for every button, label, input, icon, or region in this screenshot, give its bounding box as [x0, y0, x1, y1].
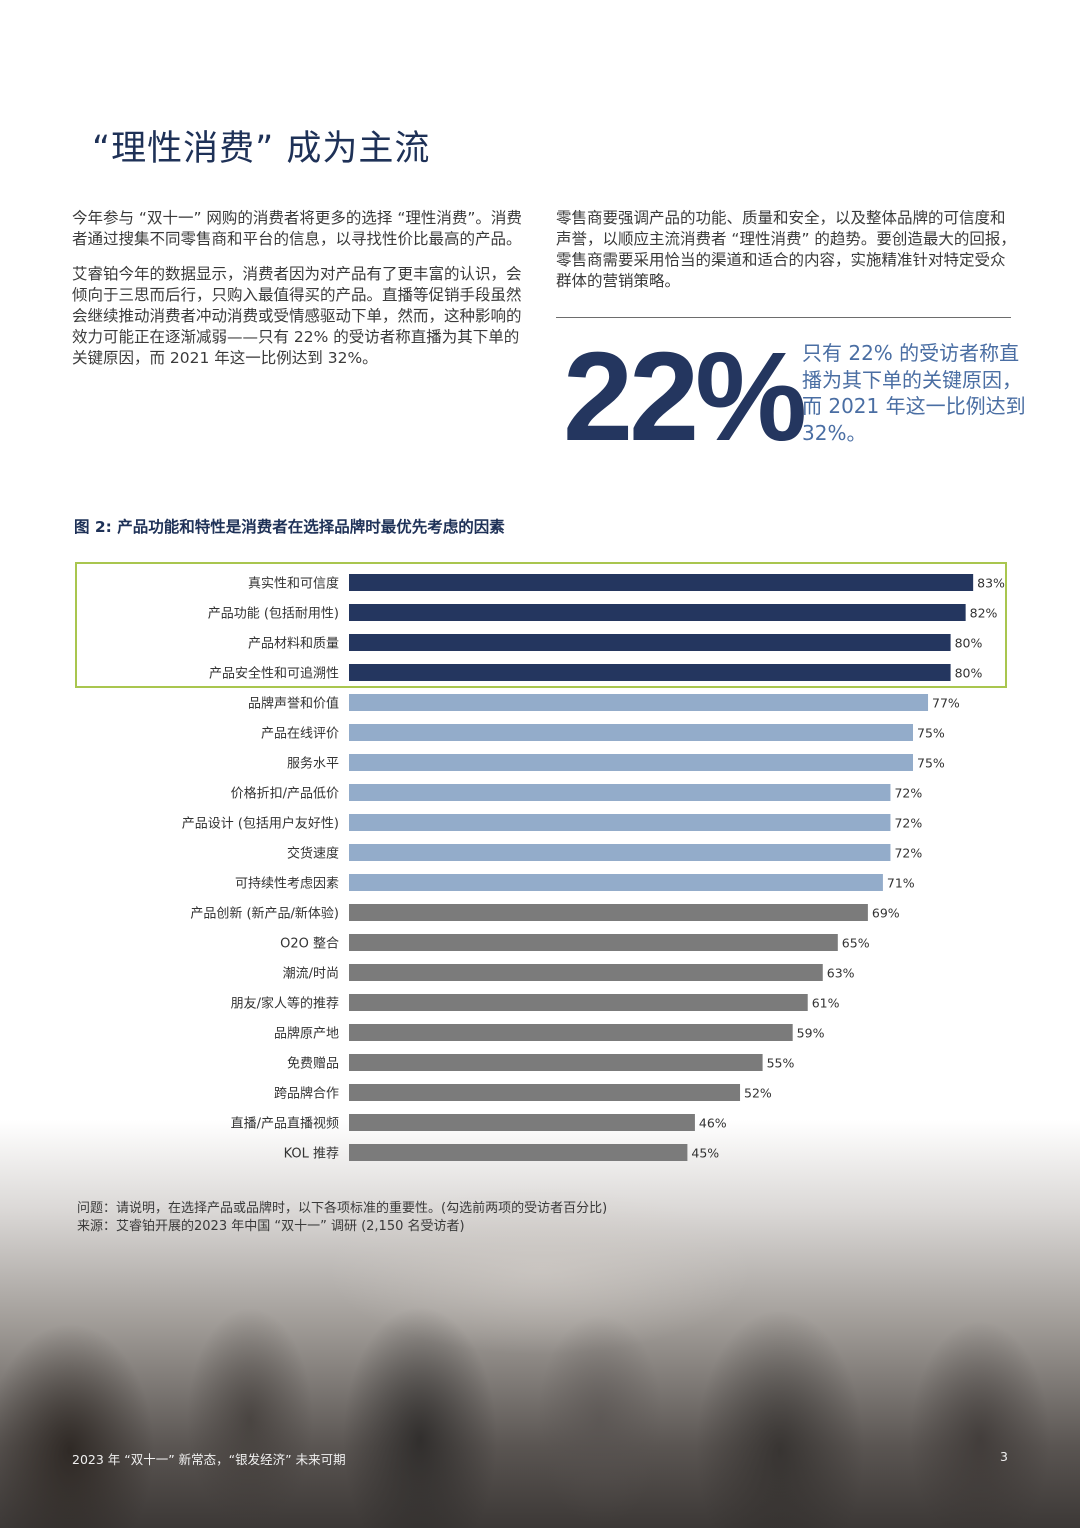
category-label: 产品设计 (包括用户友好性)	[182, 816, 339, 832]
right-column: 零售商要强调产品的功能、质量和安全，以及整体品牌的可信度和声誉，以顺应主流消费者…	[556, 208, 1016, 306]
value-label: 52%	[744, 1086, 772, 1101]
category-label: 潮流/时尚	[283, 967, 339, 982]
category-label: 朋友/家人等的推荐	[231, 996, 339, 1012]
value-label: 75%	[917, 756, 945, 771]
value-label: 75%	[917, 726, 945, 741]
footer-title: 2023 年 “双十一” 新常态，“银发经济” 未来可期	[72, 1452, 346, 1467]
value-label: 63%	[827, 966, 855, 981]
category-label: 服务水平	[287, 756, 339, 772]
category-label: 品牌声誉和价值	[248, 696, 339, 712]
category-label: 真实性和可信度	[248, 576, 339, 592]
value-label: 46%	[699, 1116, 727, 1131]
bar	[349, 1144, 688, 1161]
value-label: 80%	[955, 666, 983, 681]
bar	[349, 874, 883, 891]
value-label: 72%	[894, 786, 922, 801]
background-crowd-photo	[0, 1120, 1080, 1528]
category-label: 交货速度	[287, 846, 339, 862]
left-paragraph-2: 艾睿铂今年的数据显示，消费者因为对产品有了更丰富的认识，会倾向于三思而后行，只购…	[72, 265, 522, 367]
bar	[349, 904, 868, 921]
bar	[349, 664, 951, 681]
bar	[349, 724, 913, 741]
category-label: 免费赠品	[287, 1057, 339, 1072]
value-label: 59%	[797, 1026, 825, 1041]
bar	[349, 1114, 695, 1131]
bar-chart: 真实性和可信度 83% 产品功能 (包括耐用性) 82% 产品材料和质量 80% 产品安全性…	[182, 574, 1005, 1162]
value-label: 65%	[842, 936, 870, 951]
category-label: 产品材料和质量	[248, 637, 339, 652]
bar	[349, 634, 951, 651]
bar	[349, 784, 891, 801]
bar	[349, 604, 966, 621]
category-label: 价格折扣/产品低价	[231, 786, 339, 802]
category-label: O2O 整合	[280, 937, 339, 952]
category-label: 产品在线评价	[261, 727, 339, 742]
category-label: 产品功能 (包括耐用性)	[208, 607, 339, 622]
left-column: 今年参与 “双十一” 网购的消费者将更多的选择 “理性消费”。消费者通过搜集不同…	[72, 208, 527, 383]
bar	[349, 964, 823, 981]
bar	[349, 754, 913, 771]
value-label: 72%	[894, 846, 922, 861]
value-label: 77%	[932, 696, 960, 711]
category-label: 跨品牌合作	[274, 1086, 339, 1102]
top-factors-highlight-box	[75, 562, 1007, 688]
value-label: 82%	[970, 606, 998, 621]
value-label: 45%	[691, 1146, 719, 1161]
page-number: 3	[1000, 1449, 1008, 1464]
stat-description: 只有 22% 的受访者称直播为其下单的关键原因，而 2021 年这一比例达到 3…	[802, 341, 1026, 445]
category-label: 直播/产品直播视频	[231, 1117, 339, 1132]
bar	[349, 994, 808, 1011]
category-label: 产品创新 (新产品/新体验)	[190, 906, 339, 922]
category-label: 产品安全性和可追溯性	[209, 666, 339, 682]
category-label: KOL 推荐	[284, 1147, 339, 1162]
bar	[349, 694, 929, 711]
divider-line	[556, 317, 1011, 318]
bar	[349, 574, 974, 591]
value-label: 69%	[872, 906, 900, 921]
bar	[349, 1084, 741, 1101]
figure-notes: 问题：请说明，在选择产品或品牌时，以下各项标准的重要性。(勾选前两项的受访者百分…	[77, 1200, 607, 1236]
page-title: “理性消费” 成为主流	[92, 129, 431, 169]
bar	[349, 1024, 793, 1041]
value-label: 83%	[977, 576, 1005, 591]
value-label: 80%	[955, 636, 983, 651]
bar	[349, 934, 838, 951]
figure-question: 问题：请说明，在选择产品或品牌时，以下各项标准的重要性。(勾选前两项的受访者百分…	[77, 1201, 608, 1216]
value-label: 61%	[812, 996, 840, 1011]
bar	[349, 814, 891, 831]
value-label: 71%	[887, 876, 915, 891]
figure-title: 图 2: 产品功能和特性是消费者在选择品牌时最优先考虑的因素	[74, 518, 505, 536]
stat-value: 22%	[563, 326, 807, 467]
right-paragraph-1: 零售商要强调产品的功能、质量和安全，以及整体品牌的可信度和声誉，以顺应主流消费者…	[556, 209, 1016, 290]
category-label: 可持续性考虑因素	[235, 877, 339, 892]
value-label: 55%	[767, 1056, 795, 1071]
figure-source: 来源：艾睿铂开展的2023 年中国 “双十一” 调研 (2,150 名受访者)	[77, 1219, 465, 1234]
category-label: 品牌原产地	[274, 1026, 339, 1042]
bar	[349, 844, 891, 861]
value-label: 72%	[894, 816, 922, 831]
bar	[349, 1054, 763, 1071]
left-paragraph-1: 今年参与 “双十一” 网购的消费者将更多的选择 “理性消费”。消费者通过搜集不同…	[72, 209, 522, 248]
